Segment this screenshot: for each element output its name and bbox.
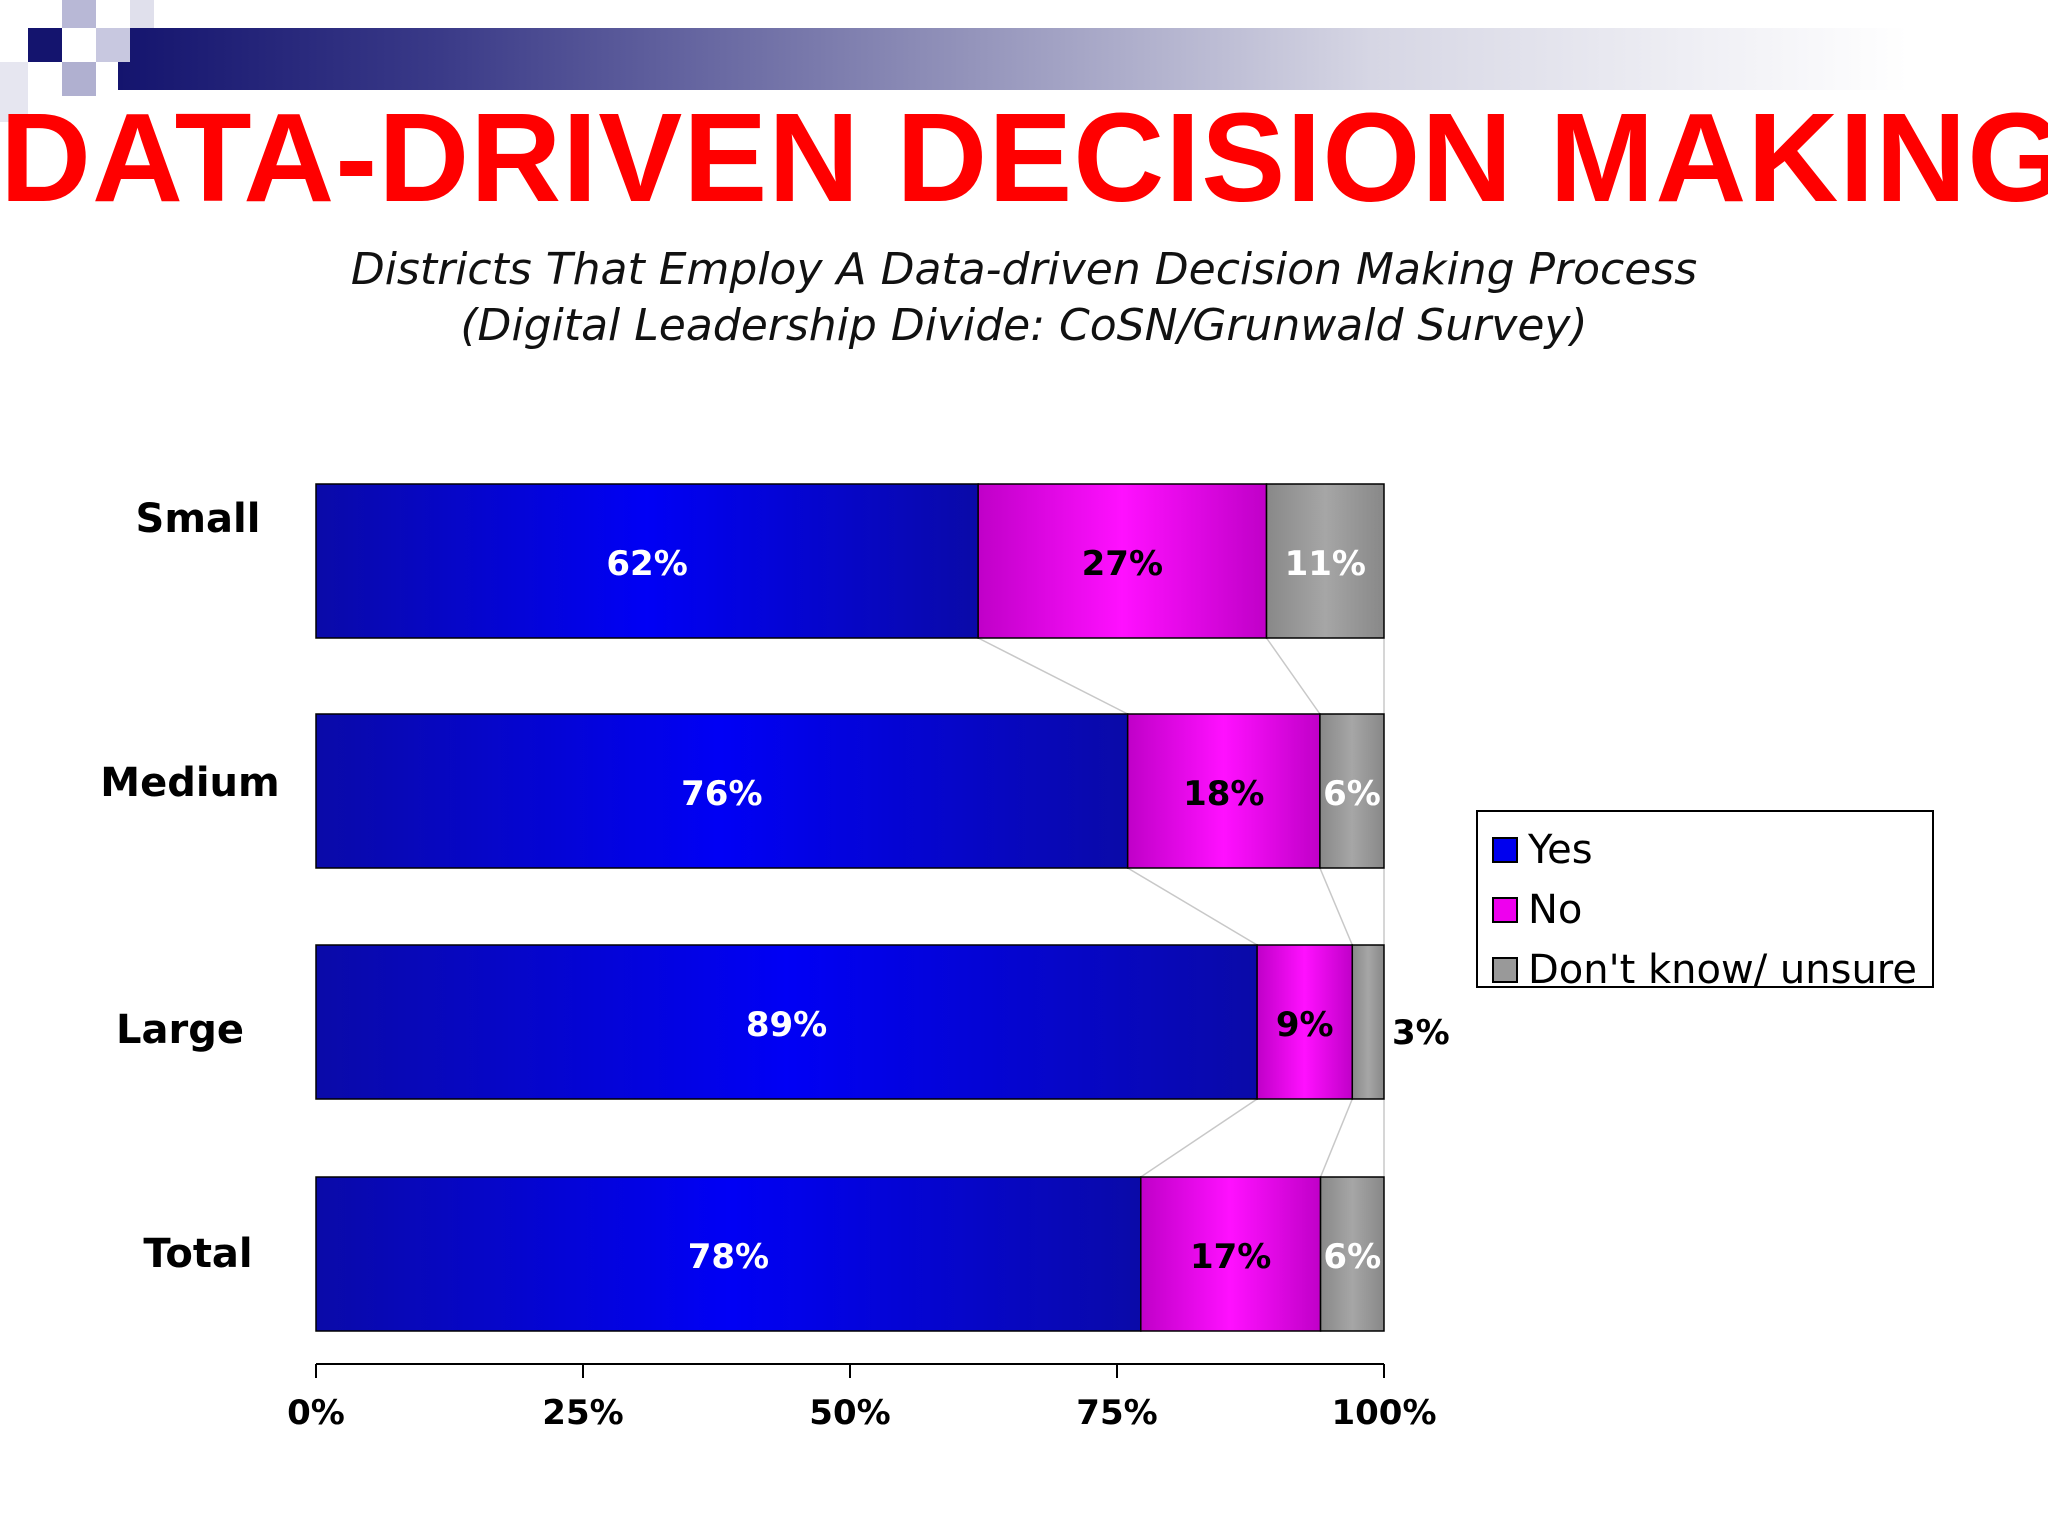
legend-label-yes: Yes bbox=[1528, 827, 1593, 873]
chart-subtitle-line1: Districts That Employ A Data-driven Deci… bbox=[350, 244, 1698, 295]
bar-small-no bbox=[977, 483, 1268, 639]
x-axis-tick-label: 75% bbox=[1076, 1393, 1157, 1433]
bar-large-no bbox=[1256, 944, 1354, 1100]
bar-value-label: 3% bbox=[1392, 1013, 1450, 1053]
category-label-medium: Medium bbox=[100, 760, 279, 806]
chart-subtitle-line2: (Digital Leadership Divide: CoSN/Grunwal… bbox=[460, 300, 1588, 351]
legend-item-yes: Yes bbox=[1478, 820, 1932, 880]
bar-value-label: 76% bbox=[681, 774, 762, 814]
bar-value-label: 17% bbox=[1190, 1237, 1271, 1277]
bar-value-label: 6% bbox=[1323, 1237, 1381, 1277]
bar-value-label: 6% bbox=[1323, 774, 1381, 814]
header-square-pale bbox=[0, 62, 28, 122]
category-label-total: Total bbox=[143, 1231, 252, 1277]
x-axis-tick-label: 100% bbox=[1331, 1393, 1436, 1433]
bar-medium-unsure bbox=[1319, 713, 1385, 869]
series-connector-line bbox=[1319, 1098, 1353, 1178]
bar-value-label: 11% bbox=[1285, 544, 1366, 584]
header-square-pale bbox=[130, 0, 154, 28]
header-square-dark bbox=[28, 28, 62, 62]
bar-total-unsure bbox=[1319, 1176, 1385, 1332]
bar-large-unsure bbox=[1351, 944, 1385, 1100]
bar-value-label: 62% bbox=[606, 544, 687, 584]
legend-item-unsure: Don't know/ unsure bbox=[1478, 940, 1932, 1000]
legend-label-no: No bbox=[1528, 887, 1583, 933]
category-label-large: Large bbox=[116, 1007, 244, 1053]
series-connector-line bbox=[1140, 1098, 1258, 1178]
legend-swatch-yes bbox=[1492, 837, 1518, 863]
bar-medium-yes bbox=[315, 713, 1129, 869]
category-label-small: Small bbox=[136, 496, 261, 542]
series-connector-line bbox=[1265, 637, 1321, 715]
bar-value-label: 89% bbox=[746, 1005, 827, 1045]
header-square-light bbox=[62, 0, 96, 28]
slide-title: DATA-DRIVEN DECISION MAKING bbox=[0, 87, 2048, 228]
bar-value-label: 27% bbox=[1082, 544, 1163, 584]
bar-small-yes bbox=[315, 483, 979, 639]
series-connector-line bbox=[1127, 867, 1258, 946]
header-square-light bbox=[62, 62, 96, 96]
legend-swatch-no bbox=[1492, 897, 1518, 923]
bar-value-label: 78% bbox=[688, 1237, 769, 1277]
legend-swatch-unsure bbox=[1492, 957, 1518, 983]
x-axis-tick-label: 0% bbox=[287, 1393, 345, 1433]
bar-total-no bbox=[1140, 1176, 1322, 1332]
bar-small-unsure bbox=[1265, 483, 1385, 639]
bar-large-yes bbox=[315, 944, 1258, 1100]
bar-value-label: 9% bbox=[1276, 1005, 1334, 1045]
legend-label-unsure: Don't know/ unsure bbox=[1528, 947, 1917, 993]
series-connector-line bbox=[1319, 867, 1353, 946]
header-square-light bbox=[96, 28, 130, 62]
bar-medium-no bbox=[1126, 713, 1321, 869]
x-axis-tick-label: 25% bbox=[542, 1393, 623, 1433]
chart-legend: Yes No Don't know/ unsure bbox=[1476, 810, 1934, 993]
series-connector-line bbox=[977, 637, 1129, 715]
bar-total-yes bbox=[315, 1176, 1142, 1332]
legend-item-no: No bbox=[1478, 880, 1932, 940]
x-axis-tick-label: 50% bbox=[809, 1393, 890, 1433]
bar-value-label: 18% bbox=[1183, 774, 1264, 814]
header-gradient-bar bbox=[118, 28, 1908, 90]
